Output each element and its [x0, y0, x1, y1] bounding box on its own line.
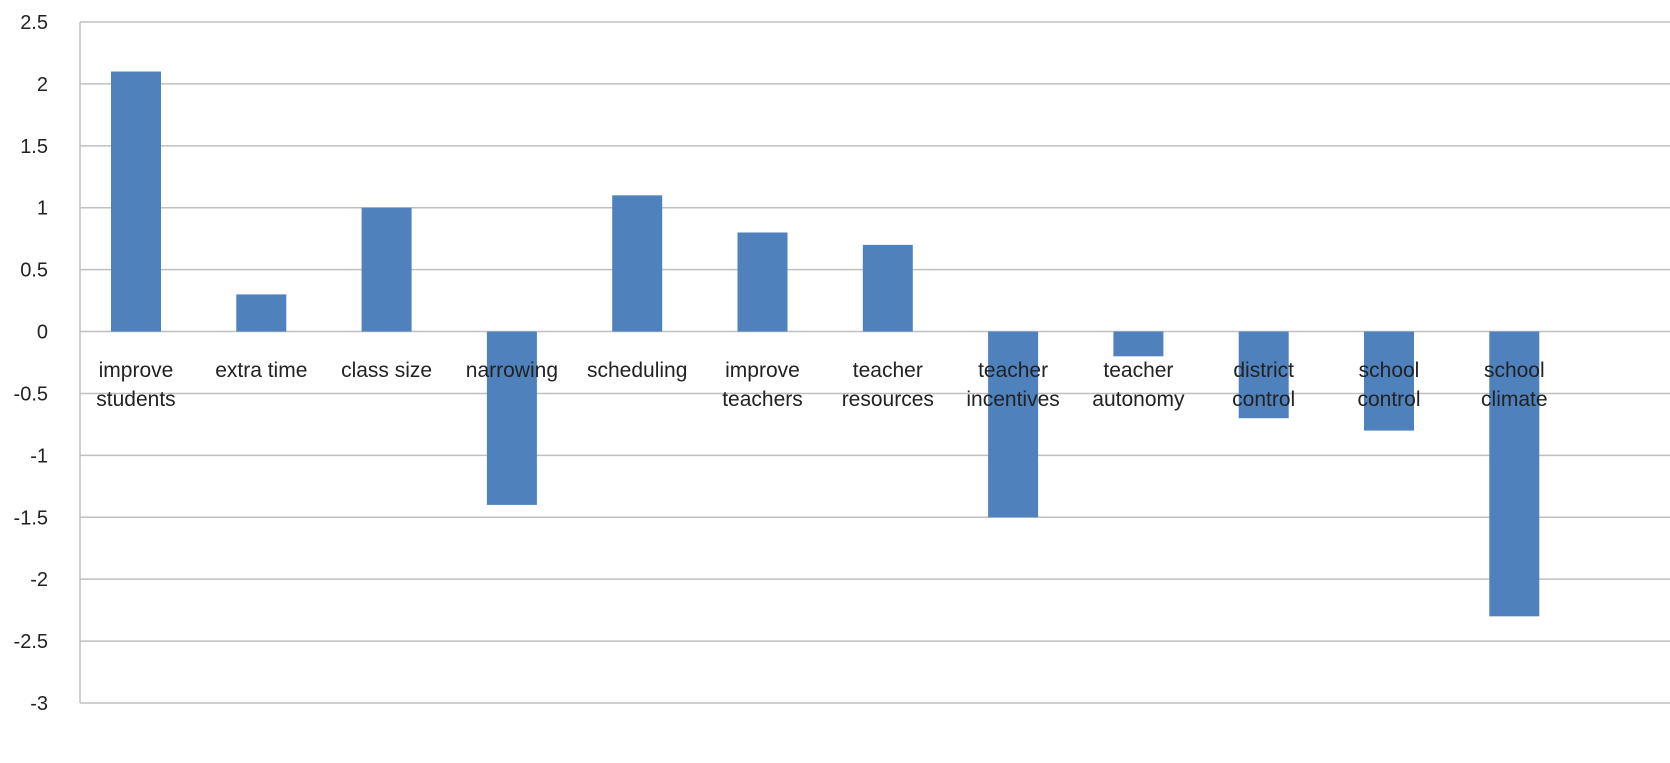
y-tick-label: -1.5: [14, 507, 48, 529]
x-tick-label: class size: [341, 359, 432, 382]
x-tick-label: scheduling: [587, 359, 687, 382]
x-tick-label: teacher incentives: [966, 359, 1059, 411]
y-tick-label: -2: [30, 569, 48, 591]
bars: [111, 71, 1540, 617]
bar: [988, 331, 1039, 518]
x-tick-label: teacher autonomy: [1092, 359, 1185, 411]
bar: [862, 244, 913, 332]
y-tick-label: -3: [30, 693, 48, 715]
y-tick-label: -2.5: [14, 631, 48, 653]
y-tick-label: 1: [37, 198, 48, 220]
y-tick-label: 0.5: [20, 260, 48, 282]
bar: [1489, 331, 1540, 617]
bar: [486, 331, 537, 505]
y-axis-tick-labels: 2.5 2 1.5 1 0.5 0 -0.5 -1 -1.5 -2 -2.5 -3: [14, 12, 48, 715]
y-tick-label: 0: [37, 322, 48, 344]
bar: [1113, 331, 1164, 357]
x-tick-label: extra time: [215, 359, 307, 382]
bar: [1364, 331, 1414, 431]
y-tick-label: -0.5: [14, 383, 48, 405]
x-axis-category-labels: improve students extra time class size narro…: [96, 359, 1547, 411]
x-tick-label: improve students: [96, 359, 175, 411]
x-tick-label: narrowing: [466, 359, 558, 382]
bar: [236, 294, 287, 332]
bar: [111, 71, 161, 332]
y-tick-label: 2: [37, 74, 48, 96]
y-tick-label: 2.5: [20, 12, 48, 34]
bar: [737, 232, 788, 332]
x-tick-label: improve teachers: [722, 359, 803, 411]
bar: [361, 207, 412, 332]
y-tick-label: -1: [30, 445, 48, 467]
bar: [1238, 331, 1289, 419]
y-tick-label: 1.5: [20, 136, 48, 158]
x-tick-label: school control: [1357, 359, 1420, 411]
x-tick-label: teacher resources: [842, 359, 934, 411]
x-tick-label: district control: [1232, 359, 1295, 411]
bar: [612, 195, 663, 332]
x-tick-label: school climate: [1481, 359, 1548, 411]
